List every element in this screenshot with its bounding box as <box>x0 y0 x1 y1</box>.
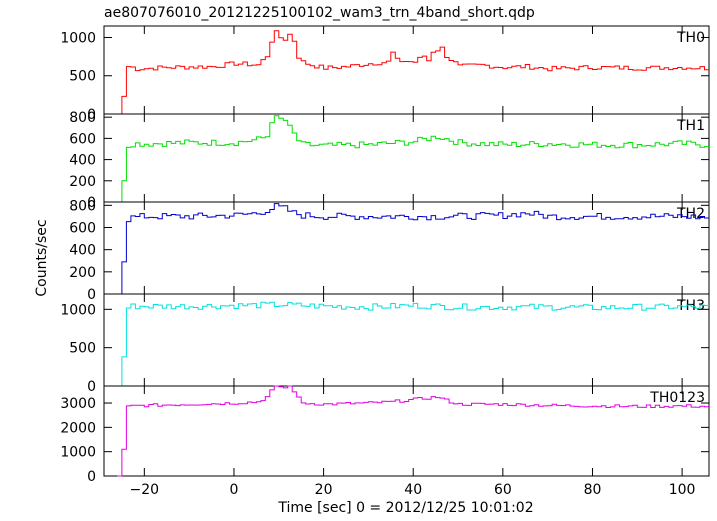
series-line-TH2 <box>117 203 709 295</box>
y-tick-label-TH1-0: 0 <box>87 195 96 211</box>
panel-frame-TH1 <box>103 113 710 203</box>
y-tick-label-TH1-800: 800 <box>69 110 96 126</box>
x-tick-label-100: 100 <box>669 482 696 498</box>
y-tick-label-TH2-600: 600 <box>69 220 96 236</box>
x-tick-label-60: 60 <box>494 482 512 498</box>
y-tick-label-TH0123-1000: 1000 <box>60 445 96 461</box>
y-tick-label-TH0123-0: 0 <box>87 469 96 485</box>
panel-frame-TH0 <box>103 25 710 115</box>
y-tick-label-TH3-0: 0 <box>87 379 96 395</box>
series-line-TH1 <box>117 115 709 203</box>
x-tick-label-0: 0 <box>230 482 239 498</box>
y-tick-label-TH3-500: 500 <box>69 341 96 357</box>
panel-label-TH1: TH1 <box>676 118 705 134</box>
y-tick-label-TH2-0: 0 <box>87 287 96 303</box>
y-tick-label-TH0-1000: 1000 <box>60 30 96 46</box>
panel-label-TH0: TH0 <box>676 30 705 46</box>
x-tick-label--20: −20 <box>130 482 160 498</box>
x-tick-label-80: 80 <box>584 482 602 498</box>
y-tick-label-TH2-800: 800 <box>69 198 96 214</box>
series-line-TH0123 <box>117 385 709 477</box>
y-tick-label-TH0123-3000: 3000 <box>60 396 96 412</box>
y-tick-label-TH1-400: 400 <box>69 153 96 169</box>
series-line-TH3 <box>117 301 709 387</box>
panel-frame-TH0123 <box>103 385 710 477</box>
y-tick-label-TH3-1000: 1000 <box>60 302 96 318</box>
panel-label-TH2: TH2 <box>676 206 705 222</box>
y-tick-label-TH2-400: 400 <box>69 243 96 259</box>
panel-label-TH0123: TH0123 <box>649 390 705 406</box>
chart-title: ae807076010_20121225100102_wam3_trn_4ban… <box>104 5 535 21</box>
x-axis-label: Time [sec] 0 = 2012/12/25 10:01:02 <box>277 500 533 516</box>
series-line-TH0 <box>117 30 709 115</box>
x-tick-label-40: 40 <box>404 482 422 498</box>
y-tick-label-TH2-200: 200 <box>69 265 96 281</box>
y-tick-label-TH0-0: 0 <box>87 107 96 123</box>
y-tick-label-TH1-600: 600 <box>69 131 96 147</box>
x-tick-label-20: 20 <box>315 482 333 498</box>
y-tick-label-TH0-500: 500 <box>69 69 96 85</box>
panel-frame-TH2 <box>103 201 710 295</box>
y-axis-label: Counts/sec <box>34 219 50 296</box>
y-tick-label-TH0123-2000: 2000 <box>60 420 96 436</box>
y-tick-label-TH1-200: 200 <box>69 174 96 190</box>
panel-label-TH3: TH3 <box>676 298 705 314</box>
